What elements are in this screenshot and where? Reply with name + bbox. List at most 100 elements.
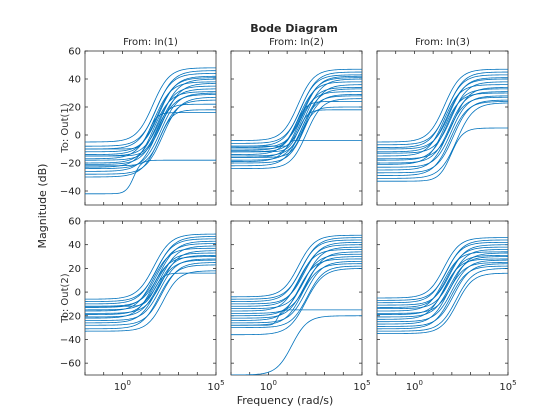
bode-curve: [231, 309, 362, 326]
panel-r2-c2: 100 105: [230, 220, 371, 393]
bode-curve: [377, 99, 508, 174]
bode-curve: [231, 315, 362, 375]
panel-curves: [231, 68, 362, 169]
bode-curve: [231, 109, 362, 153]
bode-curve: [85, 247, 216, 312]
bode-curve: [377, 102, 508, 179]
bode-curve: [377, 74, 508, 148]
bode-curve: [231, 101, 362, 150]
bode-curve: [377, 241, 508, 304]
bode-curve: [377, 92, 508, 165]
bode-curve: [231, 258, 362, 321]
y-tick-label: −40: [60, 187, 81, 198]
panel-curves: [85, 67, 216, 195]
bode-curve: [85, 92, 216, 169]
bode-curve: [377, 95, 508, 168]
column-title-1: From: In(1): [123, 37, 178, 48]
bode-curve: [377, 258, 508, 320]
bode-curve: [377, 265, 508, 330]
bode-curve: [377, 101, 508, 176]
y-tick-label: −20: [60, 311, 81, 322]
panel-curves: [377, 68, 508, 182]
y-tick-label: −20: [60, 159, 81, 170]
bode-curve: [231, 95, 362, 167]
bode-curve: [231, 75, 362, 148]
panel-curves: [377, 237, 508, 334]
x-tick-label: 100: [260, 379, 277, 393]
column-title-3: From: In(3): [415, 37, 470, 48]
y-tick-label: 0: [75, 288, 81, 299]
bode-curve: [231, 98, 362, 169]
bode-curve: [85, 250, 216, 314]
bode-curve: [231, 249, 362, 312]
bode-curve: [85, 82, 216, 161]
bode-curve: [85, 258, 216, 321]
bode-curve: [231, 265, 362, 329]
bode-curve: [85, 85, 216, 164]
bode-curve: [377, 263, 508, 327]
y-axis-label: Magnitude (dB): [36, 164, 49, 249]
bode-curve: [377, 246, 508, 308]
y-tick-label: 60: [68, 47, 81, 58]
bode-curve: [377, 237, 508, 299]
x-tick-label: 105: [207, 379, 224, 393]
panel-frame: [230, 220, 363, 376]
bode-curve: [377, 268, 508, 332]
column-title-2: From: In(2): [269, 37, 324, 48]
y-tick-label: 40: [68, 240, 81, 251]
bode-curve: [85, 75, 216, 153]
bode-curve: [85, 238, 216, 305]
bode-curve: [377, 68, 508, 143]
bode-curve: [377, 252, 508, 314]
bode-curve: [377, 127, 508, 182]
y-tick-label: 20: [68, 103, 81, 114]
bode-curve: [85, 272, 216, 307]
bode-curve: [377, 77, 508, 150]
bode-curve: [231, 68, 362, 141]
x-tick-label: 105: [353, 379, 370, 393]
bode-curve: [231, 77, 362, 151]
panel-grid: From: In(1) From: In(2) From: In(3) To: Out…: [60, 37, 517, 393]
panel-r1-c1: 60 40 20 0 −20 −40: [60, 47, 217, 206]
bode-curve: [231, 241, 362, 305]
y-tick-label: 0: [75, 131, 81, 142]
bode-curve: [85, 77, 216, 155]
bode-curve: [231, 253, 362, 317]
panel-r2-c3: 100 105: [376, 220, 517, 393]
panel-frame: [84, 220, 217, 376]
bode-curve: [377, 254, 508, 315]
bode-curve: [85, 96, 216, 175]
bode-curve: [377, 259, 508, 323]
bode-curve: [231, 260, 362, 324]
bode-curve: [377, 96, 508, 171]
x-tick-label: 105: [499, 379, 516, 393]
bode-curve: [85, 256, 216, 319]
bode-curve: [377, 244, 508, 306]
bode-curve: [85, 99, 216, 178]
bode-curve: [85, 67, 216, 143]
chart-title: Bode Diagram: [250, 22, 338, 35]
bode-curve: [231, 239, 362, 302]
panel-r2-c1: 60 40 20 0 −20 −40 −60 100 105: [60, 217, 225, 394]
bode-curve: [377, 91, 508, 164]
bode-curve: [85, 243, 216, 308]
y-tick-label: 20: [68, 264, 81, 275]
bode-curve: [85, 262, 216, 326]
bode-curve: [377, 78, 508, 153]
bode-curve: [377, 272, 508, 334]
panel-curves: [231, 234, 362, 375]
bode-curve: [85, 91, 216, 168]
bode-curve: [85, 252, 216, 315]
bode-curve: [85, 103, 216, 157]
bode-curve: [85, 270, 216, 332]
y-tick-label: 60: [68, 217, 81, 228]
panel-curves: [85, 233, 216, 332]
x-tick-label: 100: [406, 379, 423, 393]
panel-r1-c2: [230, 50, 363, 206]
bode-curve: [85, 259, 216, 324]
bode-curve: [85, 94, 216, 172]
row-label-2: To: Out(2): [60, 273, 71, 323]
bode-curve: [231, 234, 362, 298]
bode-curve: [377, 251, 508, 312]
